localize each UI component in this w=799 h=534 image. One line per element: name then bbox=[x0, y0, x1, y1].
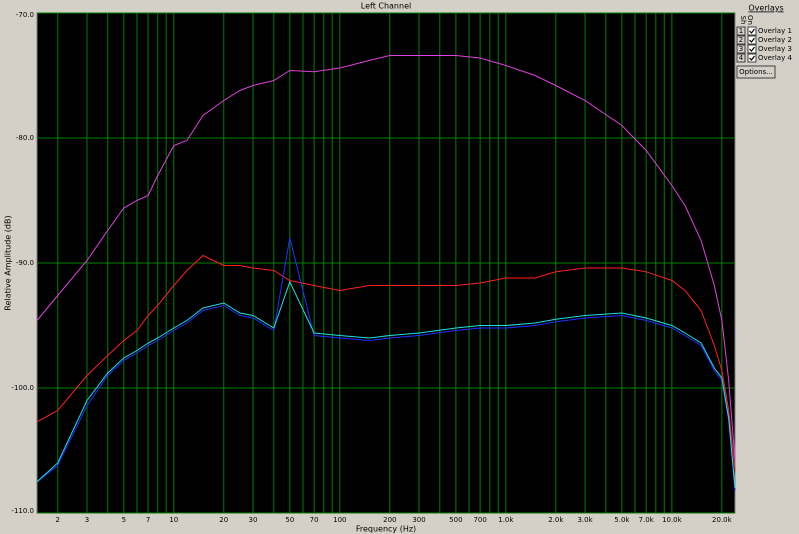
row-box bbox=[736, 53, 746, 63]
check-mark bbox=[749, 37, 755, 43]
x-tick-label: 20.0k bbox=[712, 516, 733, 524]
x-tick-label: 5.0k bbox=[614, 516, 630, 524]
y-tick-label: -80.0 bbox=[16, 134, 34, 142]
row-number: 2 bbox=[739, 36, 743, 44]
y-axis-title: Relative Amplitude (dB) bbox=[4, 215, 13, 310]
checkbox-box bbox=[747, 44, 757, 54]
series-line bbox=[36, 55, 736, 461]
options-button[interactable]: Options... bbox=[736, 65, 776, 79]
checkbox[interactable] bbox=[747, 35, 757, 45]
x-tick-label: 50 bbox=[285, 516, 294, 524]
y-tick-label: -70.0 bbox=[16, 11, 34, 19]
button-label[interactable]: Options... bbox=[739, 68, 773, 76]
chart-title: Left Channel bbox=[361, 2, 411, 11]
legend-label: Overlay 1 bbox=[758, 27, 792, 35]
x-tick-label: 20 bbox=[219, 516, 228, 524]
x-tick-label: 500 bbox=[449, 516, 462, 524]
row-box bbox=[736, 26, 746, 36]
legend-label: Overlay 2 bbox=[758, 36, 792, 44]
x-tick-label: 3 bbox=[85, 516, 89, 524]
x-tick-label: 30 bbox=[249, 516, 258, 524]
panel-title: Overlays bbox=[748, 4, 783, 13]
checkbox[interactable] bbox=[747, 44, 757, 54]
y-tick-label: -110.0 bbox=[11, 507, 34, 515]
checkbox[interactable] bbox=[747, 53, 757, 63]
button-frame[interactable] bbox=[736, 65, 776, 79]
checkbox-box bbox=[747, 26, 757, 36]
x-tick-label: 3.0k bbox=[577, 516, 593, 524]
row-number: 4 bbox=[739, 54, 744, 62]
column-label: On bbox=[746, 15, 754, 25]
series-line bbox=[36, 280, 736, 489]
row-number: 3 bbox=[739, 45, 743, 53]
x-tick-label: 7.0k bbox=[639, 516, 655, 524]
check-mark bbox=[749, 28, 755, 34]
checkbox-box bbox=[747, 35, 757, 45]
x-tick-label: 2.0k bbox=[548, 516, 564, 524]
x-tick-label: 70 bbox=[310, 516, 319, 524]
x-tick-label: 100 bbox=[333, 516, 346, 524]
row-box bbox=[736, 44, 746, 54]
row-number: 1 bbox=[739, 27, 743, 35]
x-tick-label: 700 bbox=[473, 516, 486, 524]
x-tick-label: 7 bbox=[146, 516, 150, 524]
series-line bbox=[36, 237, 736, 491]
column-label: Sh bbox=[739, 16, 747, 25]
x-axis-title: Frequency (Hz) bbox=[356, 525, 416, 534]
series-line bbox=[36, 254, 736, 471]
x-tick-label: 5 bbox=[122, 516, 126, 524]
x-tick-label: 1.0k bbox=[498, 516, 514, 524]
x-tick-label: 300 bbox=[412, 516, 425, 524]
check-mark bbox=[749, 55, 755, 61]
x-tick-label: 200 bbox=[383, 516, 396, 524]
checkbox[interactable] bbox=[747, 26, 757, 36]
x-tick-label: 2 bbox=[56, 516, 60, 524]
check-mark bbox=[749, 46, 755, 52]
legend-label: Overlay 4 bbox=[758, 54, 792, 62]
checkbox-box bbox=[747, 53, 757, 63]
y-tick-label: -100.0 bbox=[11, 384, 34, 392]
x-tick-label: 10 bbox=[169, 516, 178, 524]
legend-label: Overlay 3 bbox=[758, 45, 792, 53]
x-tick-label: 10.0k bbox=[662, 516, 683, 524]
row-box bbox=[736, 35, 746, 45]
y-tick-label: -90.0 bbox=[16, 259, 34, 267]
